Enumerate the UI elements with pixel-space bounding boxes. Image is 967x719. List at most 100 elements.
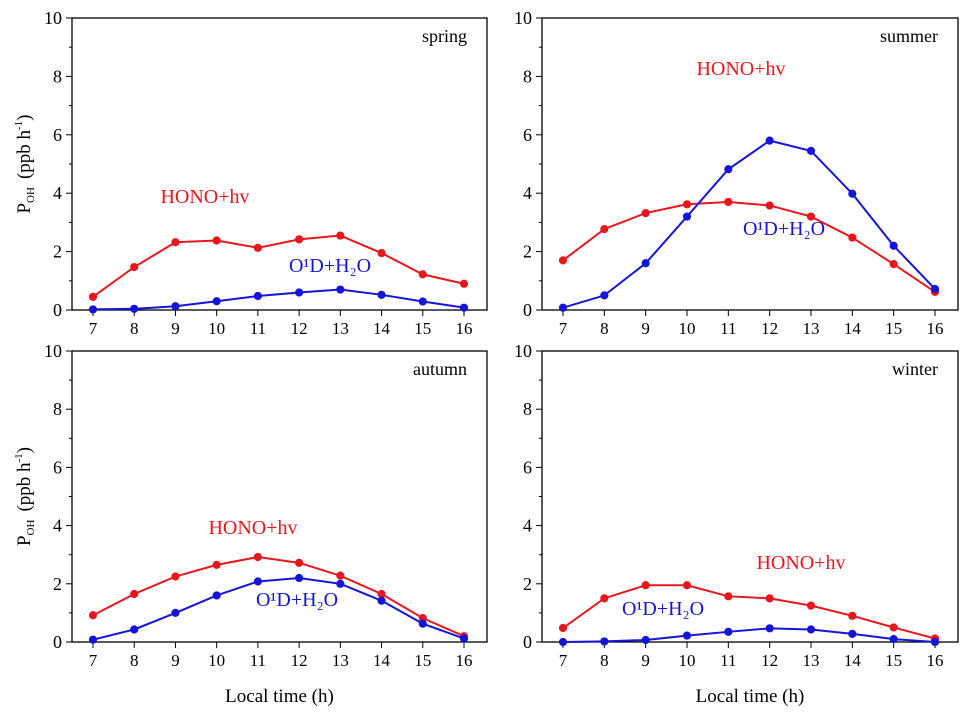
data-point [295, 558, 304, 567]
x-tick-label: 14 [844, 651, 862, 670]
x-tick-label: 11 [720, 651, 736, 670]
data-point [558, 637, 568, 647]
x-tick-label: 8 [130, 319, 139, 338]
series-label: HONO+hv [208, 517, 297, 539]
data-point [600, 291, 609, 300]
x-tick-label: 11 [250, 651, 266, 670]
x-tick-label: 8 [130, 651, 139, 670]
x-tick-label: 11 [250, 319, 266, 338]
y-tick-label: 10 [44, 8, 62, 28]
y-tick-label: 0 [53, 300, 62, 320]
data-point [377, 596, 386, 605]
data-point [682, 212, 692, 221]
x-tick-label: 8 [600, 319, 609, 338]
data-point [253, 552, 262, 562]
y-tick-label: 10 [514, 341, 532, 361]
x-tick-label: 11 [720, 319, 736, 338]
data-point [418, 619, 427, 628]
data-point [336, 231, 345, 240]
y-axis-label: POH(ppb h-1) [13, 447, 37, 546]
data-point [848, 233, 857, 242]
data-point [295, 573, 304, 583]
y-tick-label: 8 [53, 399, 62, 419]
data-point [806, 625, 816, 634]
data-point [459, 279, 469, 288]
x-axis-label: Local time (h) [696, 686, 805, 707]
data-point [88, 635, 98, 644]
panel-title: autumn [413, 359, 467, 379]
series-label: HONO+hv [160, 186, 249, 208]
data-point [212, 236, 221, 245]
data-point [212, 297, 221, 306]
panel-title: summer [880, 26, 938, 46]
series-line-hono [92, 234, 465, 298]
data-point [171, 238, 180, 247]
y-tick-label: 4 [53, 183, 62, 203]
series-line-hono [562, 584, 936, 640]
x-tick-label: 15 [414, 319, 431, 338]
x-tick-label: 7 [89, 319, 98, 338]
data-point [212, 560, 221, 569]
data-point [377, 248, 386, 258]
x-tick-label: 16 [927, 651, 944, 670]
data-point [295, 235, 304, 244]
panel-autumn: 0 2 4 6 8 10 7 8 9 10 11 12 13 14 15 16 autumn HONO+hv O¹D… [13, 341, 488, 707]
data-point [130, 304, 139, 313]
data-point [130, 262, 139, 272]
data-point [558, 256, 568, 265]
y-tick-label: 6 [53, 457, 62, 477]
series-line-hono [92, 556, 465, 638]
panel-title: winter [892, 359, 938, 379]
y-tick-label: 2 [53, 574, 62, 594]
y-tick-label: 2 [523, 574, 532, 594]
data-point [130, 625, 139, 634]
x-tick-label: 10 [208, 651, 225, 670]
x-tick-label: 15 [885, 319, 902, 338]
data-point [336, 579, 345, 588]
series-line-o1d [562, 627, 936, 643]
series-label: O¹D+H₂O [289, 255, 371, 277]
data-point [848, 629, 857, 638]
data-point [171, 302, 180, 311]
data-point [724, 627, 733, 636]
data-point [889, 634, 898, 644]
data-point [848, 189, 857, 198]
series-label: O¹D+H₂O [256, 589, 338, 611]
x-tick-label: 14 [373, 319, 391, 338]
x-tick-label: 12 [761, 319, 778, 338]
x-tick-label: 12 [291, 319, 308, 338]
y-tick-label: 8 [523, 66, 532, 86]
x-tick-label: 16 [456, 319, 473, 338]
data-point [682, 200, 692, 209]
x-tick-label: 10 [679, 651, 696, 670]
x-tick-label: 10 [208, 319, 225, 338]
data-point [889, 241, 898, 250]
y-tick-label: 2 [523, 242, 532, 262]
data-point [295, 288, 304, 297]
x-tick-label: 13 [803, 319, 820, 338]
data-point [724, 165, 733, 174]
panel-spring: 0 2 4 6 8 10 7 8 9 10 11 12 13 14 15 16 spring HONO+hv O¹D… [13, 8, 488, 338]
data-point [418, 270, 427, 279]
data-point [930, 284, 940, 294]
data-point [724, 592, 733, 601]
x-tick-label: 9 [641, 319, 650, 338]
data-point [806, 212, 816, 221]
y-tick-label: 6 [53, 125, 62, 145]
x-tick-label: 9 [171, 651, 180, 670]
data-point [418, 297, 427, 306]
data-point [253, 577, 262, 586]
y-tick-label: 6 [523, 457, 532, 477]
x-tick-label: 7 [559, 651, 568, 670]
x-tick-label: 15 [885, 651, 902, 670]
x-tick-label: 10 [679, 319, 696, 338]
series-label: O¹D+H₂O [743, 218, 825, 240]
x-tick-label: 13 [803, 651, 820, 670]
x-tick-label: 8 [600, 651, 609, 670]
series-label: HONO+hv [756, 552, 845, 574]
x-tick-label: 9 [171, 319, 180, 338]
data-point [130, 589, 139, 599]
data-point [765, 201, 774, 210]
x-tick-label: 7 [559, 319, 568, 338]
